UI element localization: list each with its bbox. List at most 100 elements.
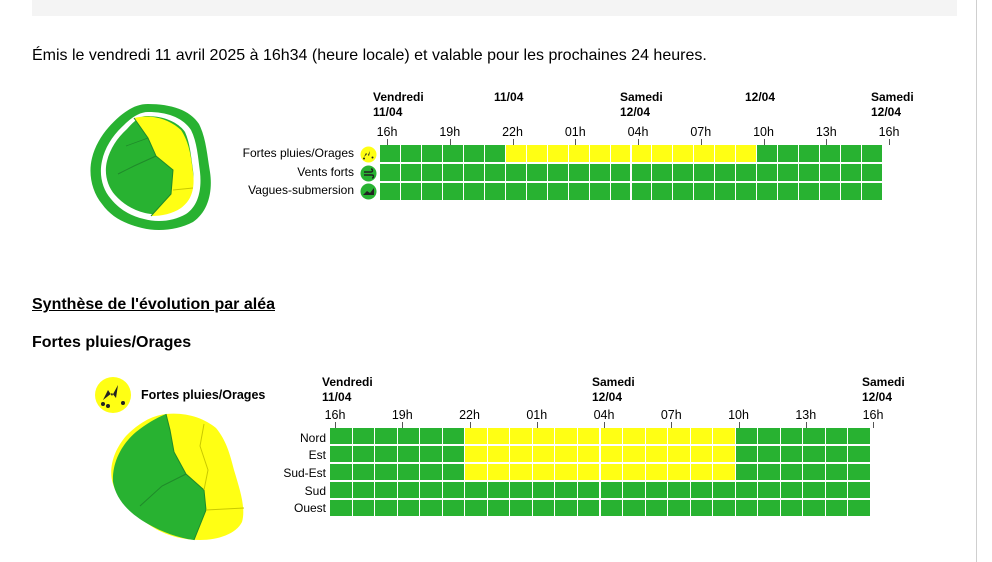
- hazard-timeline-cell: [420, 500, 442, 516]
- overview-timeline-cell: [652, 164, 673, 181]
- hazard-timeline-cell: [758, 446, 780, 462]
- overview-timeline-cell: [715, 145, 736, 162]
- hazard-timeline-cell: [420, 482, 442, 498]
- hour-tick-mark: [763, 139, 765, 145]
- hazard-timeline-cell: [420, 464, 442, 480]
- hazard-timeline-cell: [487, 428, 510, 444]
- hazard-timeline-cell: [713, 464, 735, 480]
- hazard-timeline-cell: [577, 428, 600, 444]
- overview-timeline-cell: [631, 145, 652, 162]
- hour-tick-mark: [469, 422, 471, 428]
- overview-timeline-cell: [694, 164, 715, 181]
- hazard-timeline-cell: [825, 464, 848, 480]
- hazard-timeline-cell: [577, 446, 600, 462]
- overview-timeline-grid: [380, 145, 883, 200]
- hazard-timeline-cell: [735, 446, 758, 462]
- hazard-timeline-cell: [420, 428, 442, 444]
- hour-tick-mark: [805, 422, 807, 428]
- hazard-timeline-cell: [690, 428, 713, 444]
- overview-timeline-cell: [442, 183, 463, 200]
- hazard-row-label-sud-est: Sud-Est: [283, 466, 326, 480]
- hazard-timeline-cell: [442, 428, 465, 444]
- hazard-timeline-cell: [555, 482, 577, 498]
- overview-timeline-cell: [547, 183, 568, 200]
- overview-timeline-cell: [799, 145, 820, 162]
- hazard-timeline-cell: [487, 464, 510, 480]
- hour-tick-mark: [638, 139, 639, 145]
- hazard-timeline-cell: [510, 446, 532, 462]
- reunion-overview-map: [90, 104, 211, 230]
- hazard-row-label-ouest: Ouest: [293, 501, 326, 515]
- hazard-timeline-cell: [713, 500, 735, 516]
- overview-timeline-cell: [694, 145, 715, 162]
- hazard-timeline-cell: [465, 500, 487, 516]
- hazard-timeline-cell: [600, 446, 623, 462]
- hazard-timeline-cell: [780, 482, 803, 498]
- reunion-hazard-map: [111, 413, 245, 541]
- hazard-timeline-cell: [375, 500, 397, 516]
- hazard-timeline-cell: [375, 428, 397, 444]
- overview-timeline-cell: [610, 183, 631, 200]
- hazard-timeline-cell: [825, 446, 848, 462]
- hazard-timeline-cell: [668, 446, 690, 462]
- hazard-timeline-cell: [442, 482, 465, 498]
- overview-timeline-cell: [505, 145, 526, 162]
- overview-timeline-cell: [547, 145, 568, 162]
- hazard-timeline-cell: [375, 482, 397, 498]
- overview-timeline-cell: [547, 164, 568, 181]
- overview-timeline-cell: [610, 145, 631, 162]
- hazard-timeline-cell: [397, 500, 420, 516]
- synthese-title: Synthèse de l'évolution par aléa: [32, 296, 275, 313]
- hazard-timeline-cell: [645, 482, 668, 498]
- hour-tick-label: 19h: [391, 408, 413, 422]
- hour-tick-label: 07h: [660, 408, 682, 422]
- hour-tick-label: 13h: [815, 125, 837, 139]
- hazard-timeline-grid: [330, 428, 871, 518]
- hour-tick-label: 13h: [795, 408, 817, 422]
- hazard-timeline-cell: [735, 428, 758, 444]
- hour-tick-label: 19h: [439, 125, 461, 139]
- hazard-timeline-cell: [848, 500, 870, 516]
- hazard-timeline-cell: [758, 464, 780, 480]
- hazard-timeline-cell: [803, 500, 825, 516]
- overview-timeline-cell: [862, 164, 882, 181]
- overview-timeline-cell: [736, 145, 757, 162]
- hazard-timeline-cell: [623, 482, 645, 498]
- overview-timeline-cell: [484, 183, 505, 200]
- hazard-timeline-cell: [487, 500, 510, 516]
- hazard-timeline-cell: [735, 464, 758, 480]
- hazard-timeline-cell: [532, 446, 555, 462]
- hour-tick-label: 10h: [728, 408, 749, 422]
- overview-timeline-cell: [568, 145, 589, 162]
- overview-timeline-cell: [841, 145, 862, 162]
- hazard-timeline-cell: [668, 500, 690, 516]
- hazard-timeline-cell: [330, 500, 352, 516]
- hazard-timeline-cell: [397, 446, 420, 462]
- overview-timeline-cell: [673, 164, 694, 181]
- hazard-row-label-sud: Sud: [304, 484, 326, 498]
- hour-tick-label: 16h: [878, 125, 900, 139]
- hazard-timeline-cell: [758, 482, 780, 498]
- hazard-timeline-cell: [780, 500, 803, 516]
- hazard-row-label-nord: Nord: [299, 431, 326, 445]
- hour-tick-mark: [671, 422, 673, 428]
- hazard-timeline-cell: [532, 500, 555, 516]
- hazard-timeline-cell: [465, 482, 487, 498]
- overview-date-header-3: Samedi 12/04: [620, 90, 663, 119]
- hazard-timeline-cell: [465, 464, 487, 480]
- hazard-timeline-cell: [442, 446, 465, 462]
- hazard-timeline-cell: [375, 446, 397, 462]
- hazard-timeline-cell: [397, 482, 420, 498]
- hazard-timeline-cell: [600, 428, 623, 444]
- overview-timeline-cell: [694, 183, 715, 200]
- hazard-timeline-cell: [825, 500, 848, 516]
- overview-timeline-cell: [421, 183, 442, 200]
- overview-timeline-cell: [589, 145, 610, 162]
- overview-timeline-cell: [526, 183, 547, 200]
- hour-tick-label: 10h: [753, 125, 774, 139]
- overview-timeline-cell: [862, 183, 882, 200]
- overview-timeline-cell: [421, 145, 442, 162]
- hour-tick-label: 07h: [690, 125, 712, 139]
- wind-icon: [360, 165, 377, 182]
- overview-date-header-2: 11/04: [494, 90, 524, 104]
